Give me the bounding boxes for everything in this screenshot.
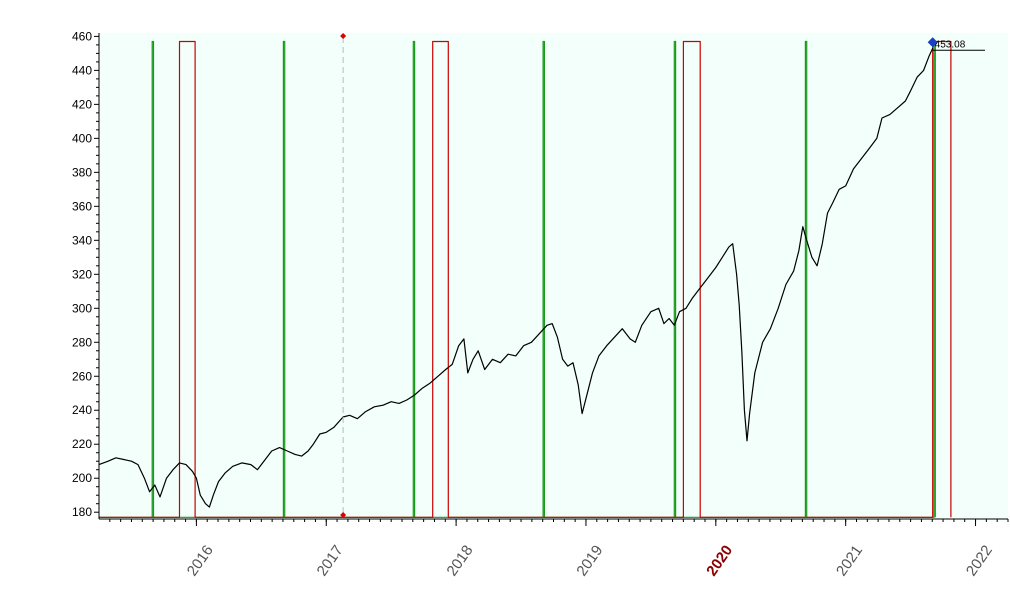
last-value-label: 453.08 <box>935 39 966 50</box>
plot-background <box>99 33 1008 519</box>
series-line-1 <box>99 40 952 518</box>
x-tick-label: 2018 <box>443 542 476 579</box>
last-value-marker <box>927 37 938 48</box>
y-tick-label: 420 <box>72 97 92 111</box>
cursor-bottom-marker <box>340 512 347 518</box>
y-tick-label: 220 <box>72 437 92 451</box>
y-tick-label: 180 <box>72 505 92 519</box>
x-tick-label: 2016 <box>184 542 217 579</box>
x-tick-label: 2019 <box>573 542 606 579</box>
series-layer <box>98 40 952 518</box>
cursor-top-marker <box>340 33 347 39</box>
y-tick-label: 260 <box>72 369 92 383</box>
series-line-0 <box>98 48 934 508</box>
y-tick-label: 240 <box>72 403 92 417</box>
y-tick-label: 380 <box>72 165 92 179</box>
y-tick-label: 400 <box>72 131 92 145</box>
y-tick-label: 300 <box>72 301 92 315</box>
y-tick-label: 440 <box>72 63 92 77</box>
y-tick-label: 200 <box>72 471 92 485</box>
y-tick-label: 340 <box>72 233 92 247</box>
y-tick-label: 320 <box>72 267 92 281</box>
y-tick-label: 360 <box>72 199 92 213</box>
x-tick-label: 2021 <box>833 542 866 579</box>
x-tick-label: 2022 <box>963 542 996 579</box>
y-tick-label: 460 <box>72 29 92 43</box>
x-tick-label: 2020 <box>703 542 736 579</box>
y-tick-label: 280 <box>72 335 92 349</box>
x-tick-label: 2017 <box>314 542 347 579</box>
